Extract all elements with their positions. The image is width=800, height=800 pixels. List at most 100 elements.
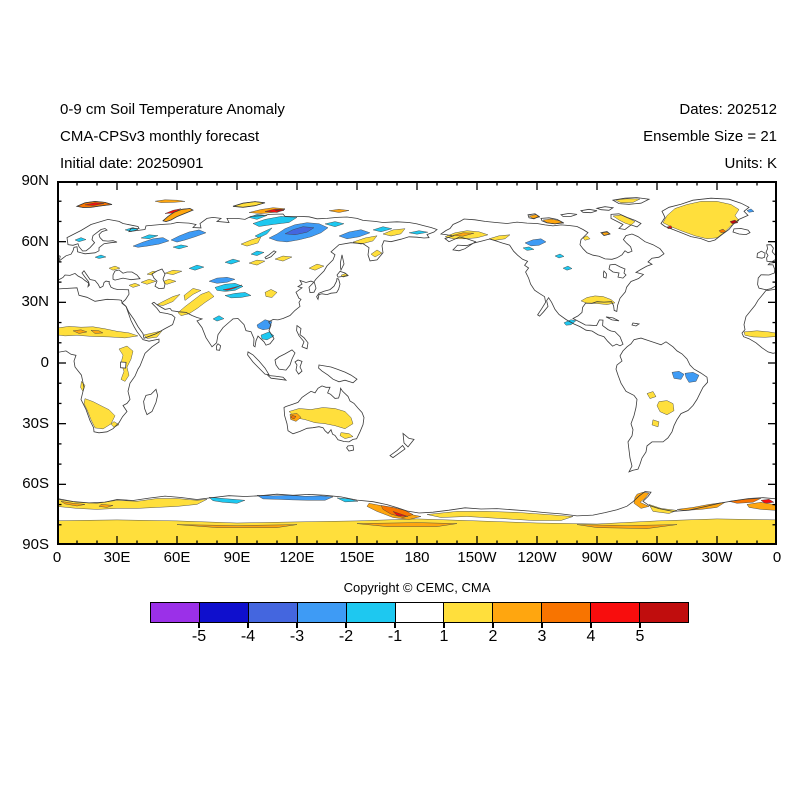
- coastline-devon: [595, 206, 615, 211]
- model-name: CMA-CPSv3 monthly forecast: [60, 128, 260, 145]
- coastline-iceland: [732, 228, 751, 236]
- colorbar-cell-0: [151, 603, 199, 622]
- map-frame: [57, 181, 777, 545]
- colorbar-cell-10: [639, 603, 688, 622]
- anomaly-patch-india-dot: [212, 315, 225, 322]
- anomaly-patch-sahel-core1: [72, 329, 88, 334]
- x-axis-label-60W-10: 60W: [641, 549, 673, 566]
- y-axis-label-0: 0: [40, 354, 49, 371]
- colorbar-label-3: 3: [537, 628, 547, 645]
- anomaly-patch-west-antarctica-yellow: [426, 511, 574, 521]
- coastline-cuba: [605, 316, 620, 322]
- anomaly-patch-antarctic-band-orange1: [176, 524, 298, 528]
- anomaly-patch-taymyr-darkred: [274, 209, 285, 212]
- colorbar-tick: [639, 623, 641, 628]
- colorbar: [150, 602, 689, 623]
- anomaly-patch-canada-w-cyan: [522, 246, 535, 251]
- colorbar-label--3: -3: [289, 628, 305, 645]
- colorbar-tick: [198, 623, 200, 628]
- x-axis-label-150E-5: 150E: [339, 549, 375, 566]
- colorbar-cell-6: [443, 603, 493, 622]
- coastline-hispaniola: [631, 322, 641, 327]
- anomaly-patch-baikal-dot: [250, 250, 265, 256]
- anomaly-patch-mongolia-y1: [248, 259, 266, 266]
- lake-black_sea: [112, 269, 141, 281]
- anomaly-patch-brazil-ne-blue2: [684, 372, 700, 383]
- coastline-britain: [765, 244, 777, 263]
- anomaly-patch-peninsula-yellow: [648, 504, 678, 514]
- units: Units: K: [724, 155, 777, 172]
- anomaly-patch-kazakh-dot: [188, 264, 205, 271]
- coastline-ellesmere: [611, 197, 651, 205]
- anomaly-patch-antarctic-band-orange3: [576, 524, 678, 529]
- x-axis-label-60E-2: 60E: [163, 549, 191, 566]
- x-axis-label-0-0: 0: [52, 549, 62, 566]
- coastline-madagascar: [143, 388, 159, 416]
- anomaly-patch-antarctic-east-coast: [57, 498, 208, 510]
- coastline-hokkaido: [336, 270, 349, 278]
- anomaly-patch-antarctic-orange1: [60, 501, 86, 507]
- coastline-s_america: [615, 337, 709, 473]
- coastline-antarctica: [57, 491, 777, 517]
- coastline-sumatra: [247, 351, 270, 376]
- colorbar-label-5: 5: [635, 628, 645, 645]
- anomaly-patch-urals-s-cyan: [172, 244, 189, 250]
- anomaly-patch-canada-w-blue: [524, 238, 547, 247]
- coastline-baffin: [610, 213, 642, 230]
- coastline-tasmania: [346, 445, 355, 452]
- x-axis-label-90E-3: 90E: [223, 549, 251, 566]
- anomaly-patch-tienshan-red: [222, 284, 243, 291]
- anomaly-patch-nw-russia-cyan: [140, 234, 159, 240]
- anomaly-patch-novaya-zemlya-red: [164, 208, 182, 214]
- colorbar-cell-2: [247, 603, 297, 622]
- anomaly-patch-australia-w-core: [290, 415, 297, 420]
- forecast-dates: Dates: 202512: [679, 101, 777, 118]
- anomaly-patch-mexico-cyan: [563, 319, 577, 326]
- anomaly-patch-yakutia-yellow: [240, 236, 262, 247]
- title-block: 0-9 cm Soil Temperature Anomaly CMA-CPSv…: [60, 96, 285, 177]
- colorbar-tick: [394, 623, 396, 628]
- coastline-svalbard_o: [75, 200, 113, 208]
- anomaly-patch-hudson-w-dot: [582, 235, 591, 241]
- coastline-africa_e: [57, 287, 160, 434]
- colorbar-tick: [247, 623, 249, 628]
- meta-block: Dates: 202512 Ensemble Size = 21 Units: …: [643, 96, 777, 177]
- tick-marks: [57, 181, 777, 545]
- anomaly-patch-brazil-yellow2: [646, 391, 657, 399]
- anomaly-patch-baffin-yellow: [612, 214, 636, 226]
- anomaly-patch-balkans-yellow: [108, 265, 121, 271]
- coastline-australia: [283, 385, 365, 443]
- anomaly-patch-sahel-core2: [90, 329, 104, 334]
- anomaly-patch-greenland-ne-blue: [746, 208, 755, 213]
- lake-victoria_lake: [120, 361, 127, 369]
- x-axis-label-180-6: 180: [404, 549, 430, 566]
- ensemble-size: Ensemble Size = 21: [643, 128, 777, 145]
- colorbar-label-4: 4: [586, 628, 596, 645]
- coastline-ireland: [756, 250, 766, 259]
- coastline-parry2: [560, 212, 578, 217]
- anomaly-patch-argentina-yellow: [651, 419, 660, 428]
- anomaly-patch-e-siberia-cyan: [372, 226, 393, 233]
- colorbar-label-1: 1: [439, 628, 449, 645]
- anomaly-patch-iran-yellow: [156, 294, 181, 306]
- coastline-nz_n: [402, 432, 415, 448]
- anomaly-patch-tibet-s-cyan: [224, 292, 252, 299]
- colorbar-cell-1: [198, 603, 248, 622]
- anomaly-patch-brazil-ne-blue1: [671, 371, 685, 380]
- anomaly-patch-alaska-orange: [452, 232, 475, 237]
- lake-lake_michigan: [603, 270, 608, 279]
- coastline-sakhalin: [340, 254, 345, 272]
- coastline-nz_s: [389, 444, 406, 459]
- anomaly-patch-tarim-blue: [208, 277, 236, 284]
- anomaly-patch-caucasus-yellow: [140, 279, 157, 285]
- anomaly-patch-nw-russia-blue: [132, 237, 170, 248]
- coastline-java: [266, 374, 288, 381]
- plot-title: 0-9 cm Soil Temperature Anomaly: [60, 101, 285, 118]
- anomaly-patch-antarctic-band-orange2: [356, 522, 458, 527]
- x-axis-label-90W-9: 90W: [581, 549, 613, 566]
- coastline-victoria: [540, 217, 565, 225]
- coastline-eurasia: [57, 213, 438, 348]
- colorbar-cell-8: [541, 603, 591, 622]
- anomaly-patch-mongolia-y2: [274, 255, 293, 262]
- x-axis-label-30E-1: 30E: [103, 549, 131, 566]
